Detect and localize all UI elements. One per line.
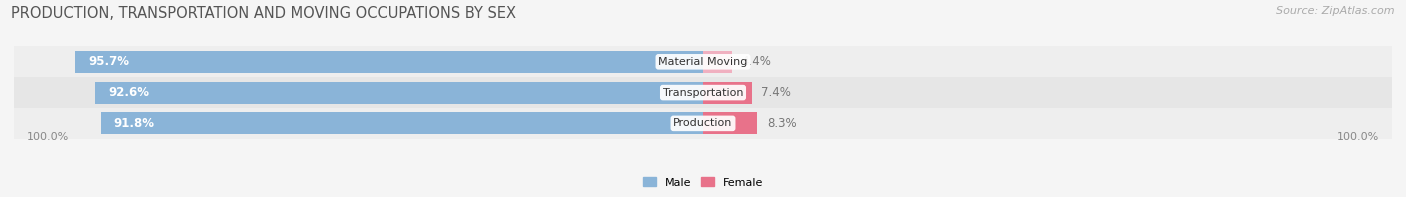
Text: 7.4%: 7.4% xyxy=(762,86,792,99)
Bar xyxy=(14,108,1392,139)
Bar xyxy=(14,46,1392,77)
Bar xyxy=(75,51,703,73)
Text: Production: Production xyxy=(673,118,733,128)
Text: 100.0%: 100.0% xyxy=(27,132,69,142)
Text: 92.6%: 92.6% xyxy=(108,86,149,99)
Text: Source: ZipAtlas.com: Source: ZipAtlas.com xyxy=(1277,6,1395,16)
Bar xyxy=(703,112,758,135)
Text: 4.4%: 4.4% xyxy=(742,55,772,68)
Bar xyxy=(703,51,733,73)
Bar xyxy=(14,77,1392,108)
Text: 8.3%: 8.3% xyxy=(768,117,797,130)
Bar xyxy=(703,82,752,104)
Legend: Male, Female: Male, Female xyxy=(643,177,763,188)
Text: PRODUCTION, TRANSPORTATION AND MOVING OCCUPATIONS BY SEX: PRODUCTION, TRANSPORTATION AND MOVING OC… xyxy=(11,6,516,21)
Text: Material Moving: Material Moving xyxy=(658,57,748,67)
Text: 91.8%: 91.8% xyxy=(114,117,155,130)
Text: Transportation: Transportation xyxy=(662,88,744,98)
Text: 100.0%: 100.0% xyxy=(1337,132,1379,142)
Text: 95.7%: 95.7% xyxy=(89,55,129,68)
Bar xyxy=(96,82,703,104)
Bar xyxy=(101,112,703,135)
